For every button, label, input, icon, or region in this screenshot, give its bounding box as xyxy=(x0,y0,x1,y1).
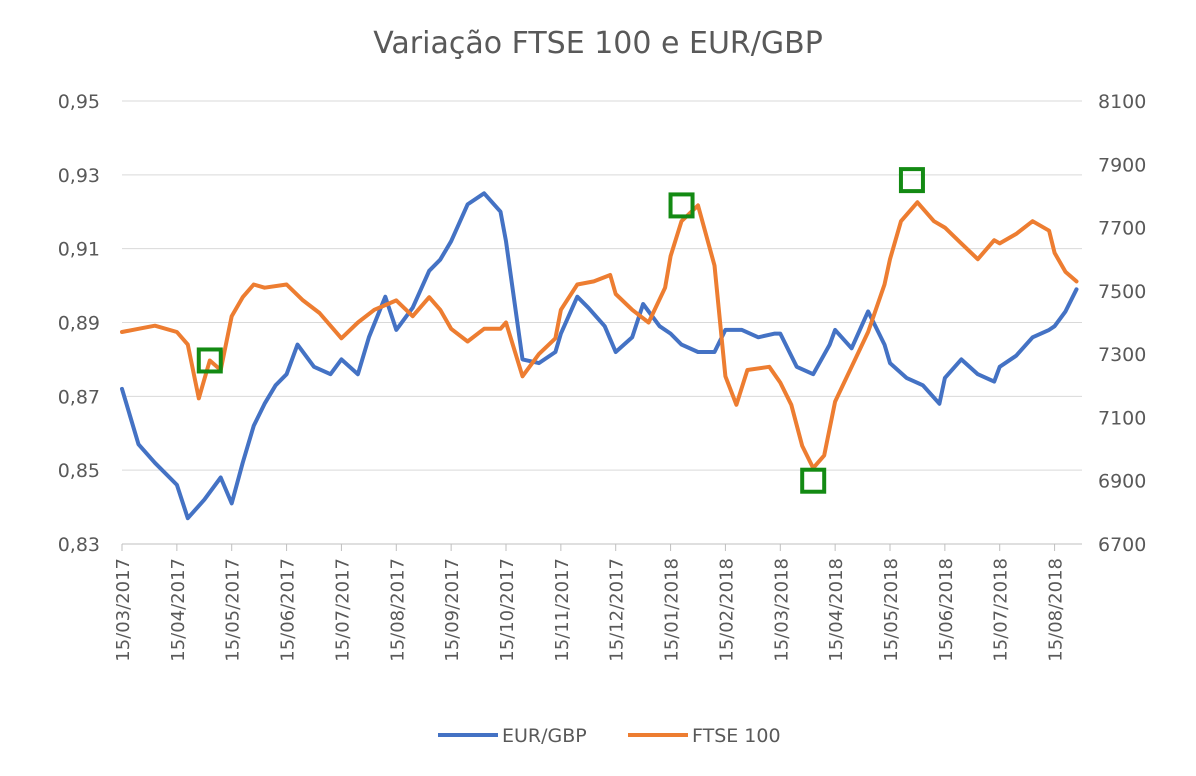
legend-label: FTSE 100 xyxy=(692,725,781,747)
x-tick-label: 15/03/2018 xyxy=(771,558,792,662)
highlight-marker xyxy=(668,192,695,219)
x-tick-label: 15/03/2017 xyxy=(113,558,134,662)
highlight-marker xyxy=(898,167,925,194)
y-left-tick-label: 0,87 xyxy=(58,386,100,408)
x-tick-label: 15/05/2018 xyxy=(881,558,902,662)
x-tick-label: 15/12/2017 xyxy=(607,558,628,662)
x-tick-label: 15/07/2017 xyxy=(332,558,353,662)
y-left-tick-label: 0,91 xyxy=(58,239,100,261)
x-tick-label: 15/01/2018 xyxy=(662,558,683,662)
y-left-tick-label: 0,95 xyxy=(58,91,100,113)
y-right-tick-label: 7500 xyxy=(1098,281,1146,303)
y-left-tick-label: 0,89 xyxy=(58,313,100,335)
y-right-tick-label: 7100 xyxy=(1098,407,1146,429)
y-right-tick-label: 6900 xyxy=(1098,471,1146,493)
x-tick-label: 15/09/2017 xyxy=(442,558,463,662)
y-left-tick-label: 0,85 xyxy=(58,460,100,482)
x-tick-label: 15/10/2017 xyxy=(497,558,518,662)
y-right-tick-label: 8100 xyxy=(1098,91,1146,113)
y-right-tick-label: 7700 xyxy=(1098,218,1146,240)
y-left-tick-label: 0,93 xyxy=(58,165,100,187)
x-tick-label: 15/02/2018 xyxy=(716,558,737,662)
x-tick-label: 15/06/2017 xyxy=(278,558,299,662)
highlight-marker xyxy=(800,467,827,494)
legend-label: EUR/GBP xyxy=(502,725,587,747)
x-tick-label: 15/11/2017 xyxy=(552,558,573,662)
x-tick-label: 15/05/2017 xyxy=(223,558,244,662)
y-right-tick-label: 7300 xyxy=(1098,344,1146,366)
x-tick-label: 15/08/2017 xyxy=(387,558,408,662)
x-tick-label: 15/04/2018 xyxy=(826,558,847,662)
x-tick-label: 15/06/2018 xyxy=(936,558,957,662)
series-line-eur-gbp xyxy=(120,191,1079,521)
x-tick-label: 15/04/2017 xyxy=(168,558,189,662)
y-right-tick-label: 6700 xyxy=(1098,534,1146,556)
x-tick-label: 15/08/2018 xyxy=(1046,558,1067,662)
chart-title: Variação FTSE 100 e EUR/GBP xyxy=(373,26,823,61)
series-line-ftse-100 xyxy=(120,200,1079,471)
x-tick-label: 15/07/2018 xyxy=(991,558,1012,662)
y-left-tick-label: 0,83 xyxy=(58,534,100,556)
y-right-tick-label: 7900 xyxy=(1098,154,1146,176)
highlight-marker xyxy=(196,347,223,374)
